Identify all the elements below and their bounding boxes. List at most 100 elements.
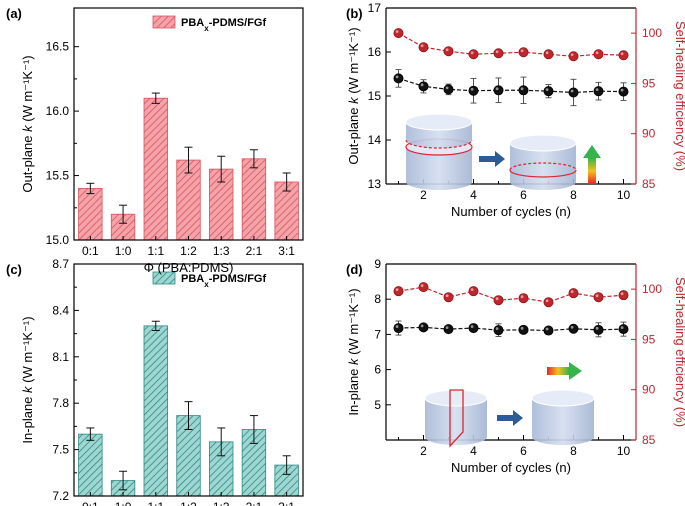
x-tick-label: 10 — [617, 444, 631, 458]
y-tick-label: 16.0 — [46, 104, 70, 118]
y-tick-label: 15.5 — [46, 169, 70, 183]
efficiency-point — [493, 295, 504, 306]
y-right-tick-label: 90 — [642, 383, 656, 397]
point-highlight — [620, 292, 624, 296]
k-point — [393, 73, 404, 84]
plot-frame — [73, 7, 304, 241]
x-tick-label: 2:1 — [246, 244, 263, 258]
k-point — [468, 323, 479, 334]
y-tick-label: 8.7 — [52, 257, 69, 271]
healing-schematic-b — [405, 113, 601, 190]
k-point — [418, 81, 429, 92]
y-right-tick-label: 95 — [642, 332, 656, 346]
legend-label: PBAx-PDMS/FGf — [181, 17, 266, 33]
efficiency-point — [468, 286, 479, 297]
y-tick-label: 16.5 — [46, 40, 70, 54]
efficiency-point — [443, 46, 454, 57]
x-tick-label: 1:3 — [213, 500, 230, 506]
point-highlight — [445, 48, 449, 52]
panel-label: (c) — [6, 262, 22, 277]
point-highlight — [520, 49, 524, 53]
panel-label: (b) — [346, 6, 363, 21]
k-point — [593, 86, 604, 97]
point-highlight — [520, 87, 524, 91]
point-highlight — [395, 75, 399, 79]
x-tick-label: 8 — [570, 188, 577, 202]
efficiency-point — [618, 290, 629, 301]
x-tick-label: 8 — [570, 444, 577, 458]
x-tick-label: 1:1 — [147, 500, 164, 506]
y-right-axis-title: Self-healing efficiency (%) — [673, 21, 685, 171]
panel-c: (c) 0:1 1:0 1:1 1:2 1:3 2:1 3:1 7.2 7.5 7.8 8.1 8.4 8… — [6, 257, 304, 506]
legend-swatch — [152, 271, 176, 285]
split-cylinder-illustration — [405, 113, 473, 190]
y-tick-label: 15.0 — [46, 233, 70, 247]
healed-cylinder-illustration — [531, 389, 595, 445]
y-right-tick-label: 85 — [642, 433, 656, 447]
y-right-tick-label: 100 — [642, 282, 662, 296]
y-tick-label: 7.8 — [52, 396, 69, 410]
y-axis-title: Out-plane k (W m⁻¹K⁻¹) — [346, 27, 361, 164]
x-tick-label: 2:1 — [246, 500, 263, 506]
x-tick-label: 2 — [420, 444, 427, 458]
right-arrow-icon — [479, 151, 505, 167]
point-highlight — [570, 325, 574, 329]
k-point — [568, 87, 579, 98]
healing-schematic-d — [424, 362, 595, 448]
y-tick-label: 13 — [368, 177, 382, 191]
x-tick-label: 4 — [470, 444, 477, 458]
healed-cylinder-illustration — [509, 134, 577, 190]
point-highlight — [545, 327, 549, 331]
thermal-conductivity-line — [398, 326, 624, 332]
efficiency-point — [443, 292, 454, 303]
point-highlight — [395, 288, 399, 292]
efficiency-point — [568, 51, 579, 62]
point-highlight — [495, 327, 499, 331]
point-highlight — [470, 51, 474, 55]
y-axis-title: In-plane k (W m⁻¹K⁻¹) — [346, 288, 361, 415]
y-tick-label: 14 — [368, 133, 382, 147]
x-axis-title: Number of cycles (n) — [451, 460, 571, 475]
point-highlight — [420, 44, 424, 48]
k-point — [493, 85, 504, 96]
x-tick-label: 6 — [520, 444, 527, 458]
bar — [143, 325, 168, 497]
efficiency-point — [593, 49, 604, 60]
point-highlight — [445, 326, 449, 330]
x-tick-label: 1:1 — [147, 244, 164, 258]
point-highlight — [495, 50, 499, 54]
point-highlight — [445, 294, 449, 298]
y-tick-label: 8.1 — [52, 350, 69, 364]
x-tick-label: 1:3 — [213, 244, 230, 258]
x-tick-label: 1:2 — [180, 244, 197, 258]
efficiency-point — [393, 286, 404, 297]
thermal-conductivity-line — [398, 77, 624, 94]
k-point — [568, 323, 579, 334]
efficiency-point — [493, 48, 504, 59]
k-point — [443, 84, 454, 95]
point-highlight — [570, 89, 574, 93]
x-axis-title: Number of cycles (n) — [451, 204, 571, 219]
efficiency-point — [618, 50, 629, 61]
bar — [143, 97, 168, 241]
efficiency-point — [593, 292, 604, 303]
x-tick-label: 1:2 — [180, 500, 197, 506]
efficiency-point — [418, 42, 429, 53]
point-highlight — [595, 294, 599, 298]
efficiency-point — [393, 28, 404, 39]
x-tick-label: 3:1 — [278, 244, 295, 258]
y-tick-label: 5 — [374, 398, 381, 412]
point-highlight — [595, 326, 599, 330]
y-tick-label: 8.4 — [52, 303, 69, 317]
k-point — [618, 324, 629, 335]
point-highlight — [620, 88, 624, 92]
k-point — [618, 86, 629, 97]
y-axis-title: Out-plane k (W m⁻¹K⁻¹) — [20, 55, 35, 192]
y-tick-label: 9 — [374, 257, 381, 271]
point-highlight — [395, 325, 399, 328]
k-point — [393, 323, 404, 334]
y-right-axis-title: Self-healing efficiency (%) — [673, 277, 685, 427]
point-highlight — [420, 324, 424, 328]
panel-a: (a) 0:1 1:0 1:1 1:2 1:3 2:1 3:1 15.0 15.5 16.0 16.5… — [6, 6, 304, 275]
k-point — [468, 85, 479, 96]
